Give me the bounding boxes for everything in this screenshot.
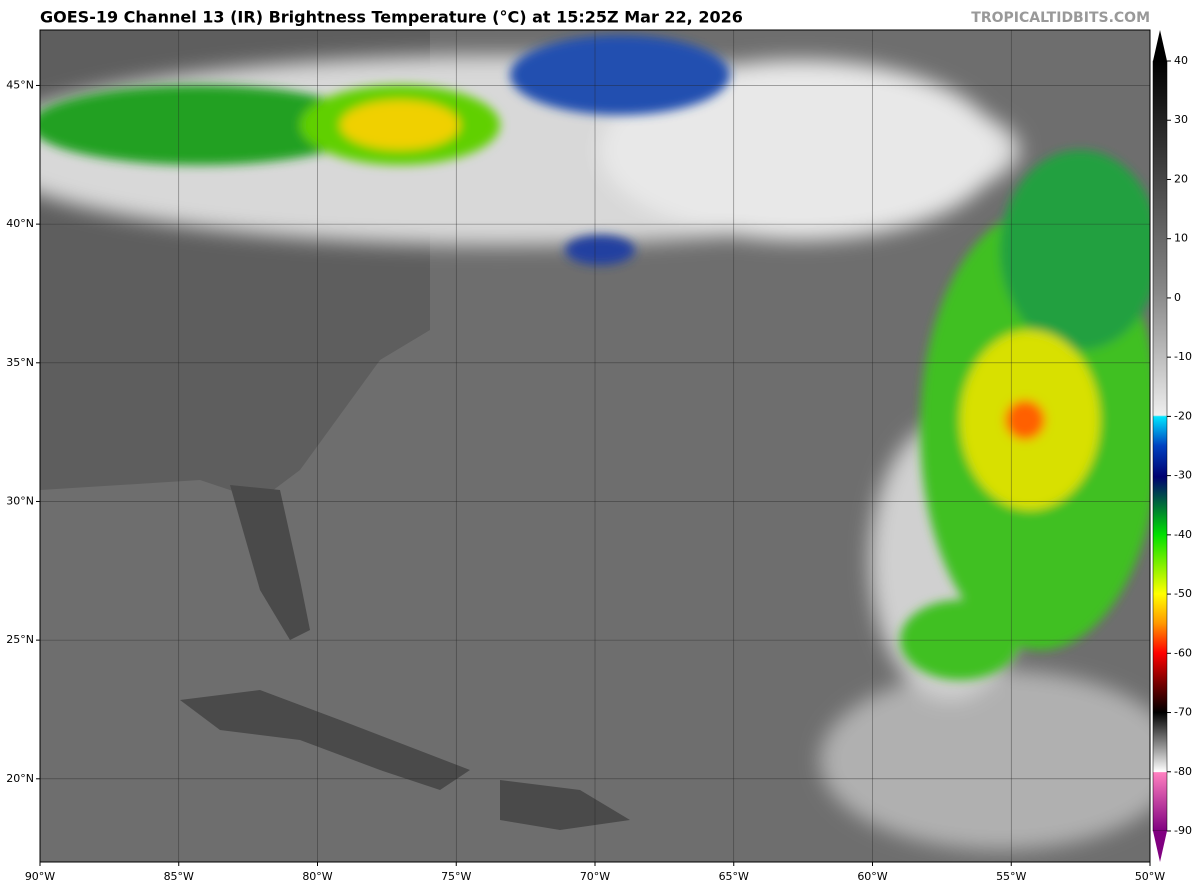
colorbar-tick-label: -80 [1174,765,1192,778]
colorbar-tick-label: 40 [1174,54,1188,67]
colorbar-tick-label: 20 [1174,172,1188,185]
colorbar [1152,30,1168,862]
colorbar-tick-label: -40 [1174,528,1192,541]
colorbar-tick-label: -30 [1174,469,1192,482]
colorbar-tick-label: -60 [1174,646,1192,659]
x-tick-label: 55°W [996,870,1026,883]
y-tick-label: 45°N [6,78,34,91]
colorbar-tick-label: -90 [1174,824,1192,837]
x-tick-label: 60°W [857,870,887,883]
colorbar-tick-label: -10 [1174,350,1192,363]
y-tick-label: 20°N [6,772,34,785]
x-tick-label: 70°W [580,870,610,883]
colorbar-tick-label: 10 [1174,232,1188,245]
colorbar-tick-label: -20 [1174,409,1192,422]
y-tick-label: 30°N [6,494,34,507]
colorbar-tick-label: -50 [1174,587,1192,600]
colorbar-tick-label: 30 [1174,113,1188,126]
colorbar-tick-label: -70 [1174,706,1192,719]
credit: TROPICALTIDBITS.COM [971,10,1150,26]
x-tick-label: 65°W [719,870,749,883]
x-tick-label: 75°W [441,870,471,883]
x-tick-label: 80°W [302,870,332,883]
x-tick-label: 85°W [164,870,194,883]
y-tick-label: 25°N [6,633,34,646]
x-tick-label: 90°W [25,870,55,883]
title: GOES-19 Channel 13 (IR) Brightness Tempe… [40,8,743,27]
satellite-image [40,30,1150,862]
x-tick-label: 50°W [1135,870,1165,883]
y-tick-label: 35°N [6,356,34,369]
y-tick-label: 40°N [6,217,34,230]
colorbar-tick-label: 0 [1174,291,1181,304]
